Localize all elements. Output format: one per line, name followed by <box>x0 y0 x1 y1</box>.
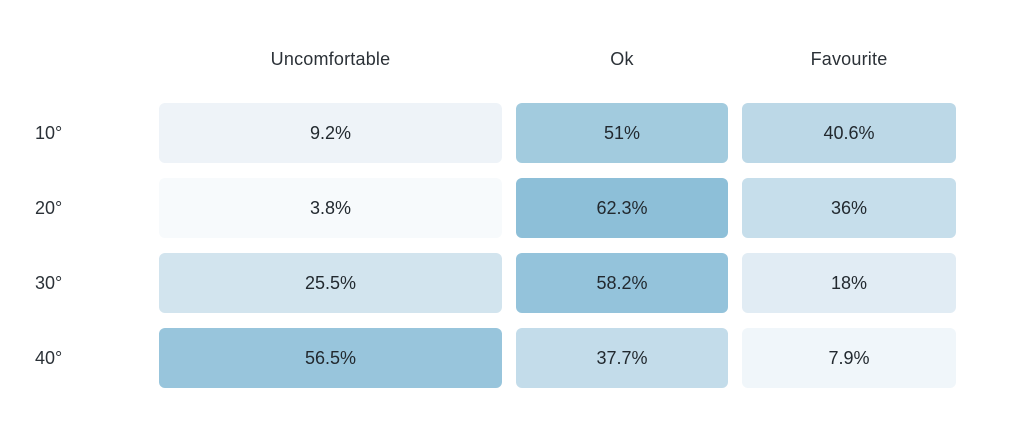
row-label-10deg: 10° <box>35 122 63 143</box>
heatmap-cell-30deg-uncomfortable: 25.5% <box>159 253 502 313</box>
row-label-30deg: 30° <box>35 272 63 293</box>
heatmap-cell-30deg-ok: 58.2% <box>516 253 728 313</box>
heatmap-cell-10deg-favourite: 40.6% <box>742 103 956 163</box>
heatmap-cell-10deg-uncomfortable: 9.2% <box>159 103 502 163</box>
column-header-favourite: Favourite <box>810 48 888 69</box>
column-header-uncomfortable: Uncomfortable <box>270 48 391 69</box>
column-header-ok: Ok <box>610 48 634 69</box>
heatmap-cell-20deg-uncomfortable: 3.8% <box>159 178 502 238</box>
heatmap-cell-40deg-ok: 37.7% <box>516 328 728 388</box>
temperature-preference-heatmap: Uncomfortable Ok Favourite 10° 9.2% 51% … <box>0 30 956 388</box>
heatmap-corner-spacer <box>0 30 145 88</box>
heatmap-cell-20deg-favourite: 36% <box>742 178 956 238</box>
row-label-20deg: 20° <box>35 197 63 218</box>
row-label-40deg: 40° <box>35 347 63 368</box>
heatmap-cell-10deg-ok: 51% <box>516 103 728 163</box>
heatmap-cell-40deg-favourite: 7.9% <box>742 328 956 388</box>
heatmap-cell-40deg-uncomfortable: 56.5% <box>159 328 502 388</box>
heatmap-cell-20deg-ok: 62.3% <box>516 178 728 238</box>
heatmap-cell-30deg-favourite: 18% <box>742 253 956 313</box>
